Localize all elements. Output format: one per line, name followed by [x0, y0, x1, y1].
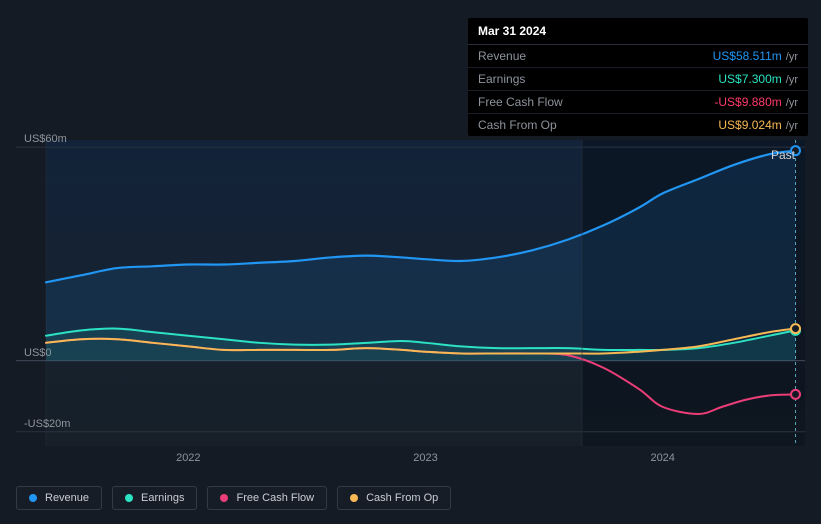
tooltip-row-label: Earnings — [478, 72, 525, 86]
x-axis-tick-label: 2024 — [650, 452, 674, 464]
tooltip-row: Earnings US$7.300m/yr — [468, 68, 808, 91]
legend-item-revenue[interactable]: Revenue — [16, 486, 102, 510]
chart-legend: Revenue Earnings Free Cash Flow Cash From O… — [16, 486, 451, 510]
tooltip-row: Free Cash Flow -US$9.880m/yr — [468, 91, 808, 114]
legend-item-fcf[interactable]: Free Cash Flow — [207, 486, 327, 510]
x-axis-tick-label: 2022 — [176, 452, 200, 464]
legend-dot-icon — [350, 494, 358, 502]
tooltip-row-suffix: /yr — [786, 97, 798, 109]
y-axis-tick-label: -US$20m — [24, 418, 70, 430]
legend-item-label: Free Cash Flow — [236, 492, 314, 504]
y-axis-tick-label: US$0 — [24, 347, 52, 359]
tooltip-row-label: Free Cash Flow — [478, 95, 563, 109]
tooltip-row-suffix: /yr — [786, 74, 798, 86]
hover-tooltip: Mar 31 2024 RevenueUS$58.511m/yrEarnings… — [468, 18, 808, 136]
chart-svg — [16, 122, 805, 464]
y-axis-tick-label: US$60m — [24, 133, 67, 145]
legend-item-earnings[interactable]: Earnings — [112, 486, 197, 510]
tooltip-row-value: US$7.300m — [718, 72, 781, 86]
legend-dot-icon — [29, 494, 37, 502]
tooltip-row-label: Revenue — [478, 49, 526, 63]
tooltip-row-value: -US$9.880m — [714, 95, 781, 109]
legend-item-label: Revenue — [45, 492, 89, 504]
legend-dot-icon — [125, 494, 133, 502]
tooltip-date: Mar 31 2024 — [468, 18, 808, 45]
x-axis-tick-label: 2023 — [413, 452, 437, 464]
tooltip-row-suffix: /yr — [786, 51, 798, 63]
tooltip-row-value: US$58.511m — [713, 49, 782, 63]
legend-item-cfo[interactable]: Cash From Op — [337, 486, 451, 510]
tooltip-row: Revenue US$58.511m/yr — [468, 45, 808, 68]
legend-item-label: Earnings — [141, 492, 184, 504]
legend-item-label: Cash From Op — [366, 492, 438, 504]
financials-chart: US$60m US$0 -US$20m 2022 2023 2024 Past — [16, 122, 805, 464]
legend-dot-icon — [220, 494, 228, 502]
past-region-label: Past — [771, 148, 795, 162]
